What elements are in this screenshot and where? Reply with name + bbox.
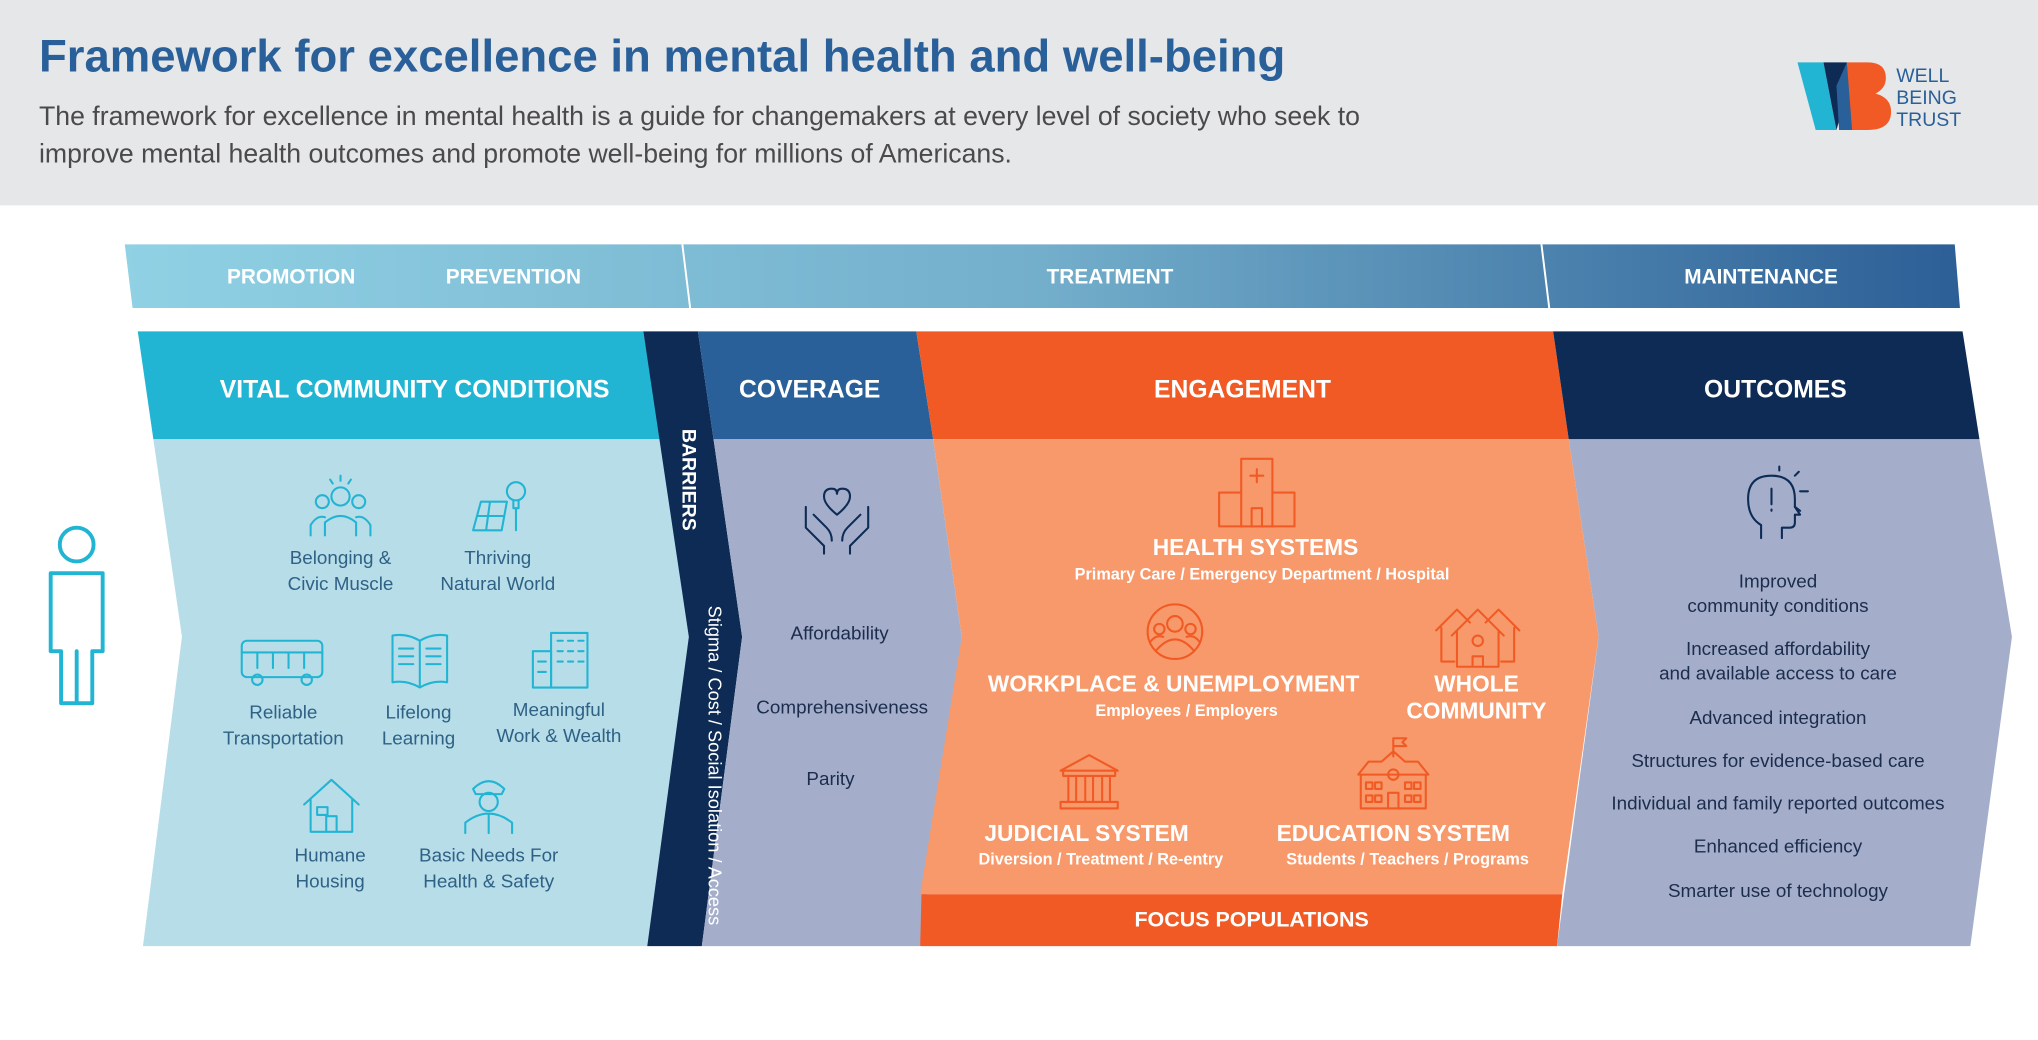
health-systems-sub: Primary Care / Emergency Department / Ho… <box>1074 565 1450 584</box>
vital-title: VITAL COMMUNITY CONDITIONS <box>219 376 610 405</box>
house-icon <box>303 778 360 833</box>
phase-prevention: PREVENTION <box>445 266 581 289</box>
outcome-item: Individual and family reported outcomes <box>1611 793 1944 818</box>
well-being-trust-logo: WELL BEING TRUST <box>1797 62 1961 131</box>
outcome-item-line: and available access to care <box>1659 664 1897 685</box>
outcome-item-line: Individual and family reported outcomes <box>1611 794 1945 815</box>
barriers-band <box>643 331 743 947</box>
vital-item-natural-world: Thriving Natural World <box>440 548 556 596</box>
person-icon <box>48 525 105 706</box>
education-sub: Students / Teachers / Programs <box>1286 850 1529 869</box>
whole-community-title: WHOLE COMMUNITY <box>1406 670 1547 724</box>
vital-item-work-wealth: Meaningful Work & Wealth <box>496 700 622 748</box>
vital-item-learning: Lifelong Learning <box>381 703 456 750</box>
outcome-item: Improved community conditions <box>1687 571 1868 620</box>
header-band <box>0 0 2038 206</box>
outcome-item: Increased affordability and available acc… <box>1659 638 1897 687</box>
school-icon <box>1357 737 1430 810</box>
coverage-item-affordability: Affordability <box>790 623 889 645</box>
health-systems-title: HEALTH SYSTEMS <box>1152 534 1359 561</box>
houses-icon <box>1435 608 1521 668</box>
coverage-item-parity: Parity <box>806 769 855 791</box>
barriers-title: BARRIERS <box>677 428 700 531</box>
svg-text:TRUST: TRUST <box>1896 109 1961 131</box>
outcome-item-line: Structures for evidence-based care <box>1631 751 1925 773</box>
outcomes-section <box>1553 331 2012 947</box>
judicial-title: JUDICIAL SYSTEM <box>984 820 1189 847</box>
outcome-item-line: Increased affordability <box>1685 639 1871 661</box>
workplace-title: WORKPLACE & UNEMPLOYMENT <box>987 670 1360 697</box>
focus-populations: FOCUS POPULATIONS <box>1134 908 1369 932</box>
barriers-list: Stigma / Cost / Social Isolation / Acces… <box>704 605 726 926</box>
outcome-item: Advanced integration <box>1689 707 1866 732</box>
outcome-item-line: Enhanced efficiency <box>1693 837 1863 858</box>
phase-maintenance: MAINTENANCE <box>1684 266 1838 289</box>
vital-item-belonging: Belonging & Civic Muscle <box>287 548 394 596</box>
coverage-section <box>697 331 962 947</box>
outcome-item-line: Advanced integration <box>1689 708 1867 730</box>
outcomes-title: OUTCOMES <box>1704 376 1847 405</box>
vital-section <box>137 331 689 947</box>
courthouse-icon <box>1059 754 1119 810</box>
building-icon <box>531 631 589 689</box>
bus-icon <box>240 639 324 686</box>
svg-text:BEING: BEING <box>1896 87 1957 109</box>
coverage-item-comprehensiveness: Comprehensiveness <box>756 697 929 719</box>
solar-bulb-icon <box>472 481 527 532</box>
engagement-title: ENGAGEMENT <box>1154 376 1332 405</box>
hospital-icon <box>1218 457 1296 528</box>
book-icon <box>391 633 449 689</box>
judicial-sub: Diversion / Treatment / Re-entry <box>978 850 1224 869</box>
outcome-item: Enhanced efficiency <box>1694 836 1862 861</box>
outcome-item-line: Improved <box>1738 571 1818 593</box>
phase-treatment: TREATMENT <box>1046 266 1174 289</box>
hands-heart-icon <box>804 487 870 555</box>
svg-text:WELL: WELL <box>1896 65 1949 87</box>
education-title: EDUCATION SYSTEM <box>1276 820 1510 847</box>
vital-item-basic-needs: Basic Needs For Health & Safety <box>419 846 559 893</box>
phase-promotion: PROMOTION <box>227 266 356 289</box>
outcome-item: Structures for evidence-based care <box>1631 750 1924 775</box>
page-title: Framework for excellence in mental healt… <box>38 31 1286 82</box>
vital-item-transportation: Reliable Transportation <box>222 703 344 750</box>
outcome-item-line: Smarter use of technology <box>1667 881 1888 902</box>
officer-icon <box>464 780 514 835</box>
outcome-item: Smarter use of technology <box>1668 880 1888 905</box>
page-subtitle: The framework for excellence in mental h… <box>38 101 1361 169</box>
workplace-sub: Employees / Employers <box>1095 701 1278 721</box>
head-idea-icon <box>1747 465 1809 540</box>
group-icon <box>309 474 372 537</box>
people-circle-icon <box>1146 603 1204 660</box>
coverage-title: COVERAGE <box>739 376 881 405</box>
vital-item-housing: Humane Housing <box>294 846 366 893</box>
outcome-item-line: community conditions <box>1687 596 1869 618</box>
engagement-section <box>916 331 1599 947</box>
